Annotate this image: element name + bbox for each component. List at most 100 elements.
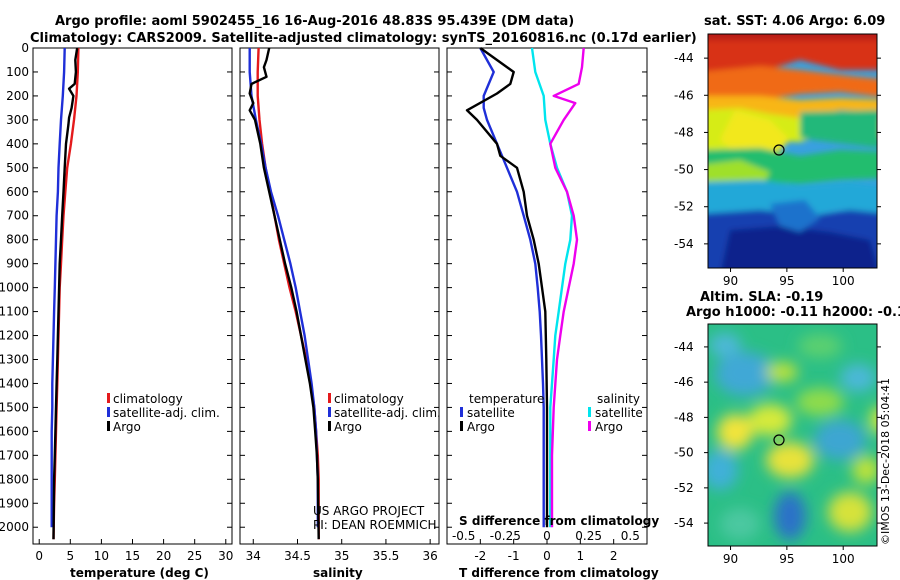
x-tick-label: 0 bbox=[543, 549, 551, 563]
legend-swatch-s-satellite bbox=[588, 407, 591, 417]
s-diff-tick-label: 0 bbox=[543, 529, 551, 543]
legend-argo: Argo bbox=[334, 420, 362, 434]
difference-series bbox=[465, 47, 585, 528]
x-tick-label: 35.5 bbox=[373, 549, 400, 563]
legend-t-satellite: satellite bbox=[467, 406, 515, 420]
salinity-x-ticks: 34 34.5 35 35.5 36 bbox=[246, 539, 438, 563]
legend-swatch-s-argo bbox=[588, 421, 591, 431]
us-argo-project-credit: US ARGO PROJECT bbox=[313, 504, 425, 518]
s-diff-tick-label: -0.5 bbox=[452, 529, 475, 543]
series-line-argo bbox=[248, 47, 320, 540]
depth-tick-label: 100 bbox=[6, 65, 29, 79]
lon-tick-label: 90 bbox=[723, 552, 738, 566]
lat-tick-label: -54 bbox=[674, 516, 694, 530]
lon-tick-label: 90 bbox=[723, 274, 738, 288]
lat-tick-label: -52 bbox=[674, 200, 694, 214]
x-tick-label: 30 bbox=[218, 549, 233, 563]
depth-tick-label: 200 bbox=[6, 89, 29, 103]
depth-tick-label: 700 bbox=[6, 209, 29, 223]
x-tick-label: 34.5 bbox=[284, 549, 311, 563]
lat-tick-label: -48 bbox=[674, 125, 694, 139]
temperature-axis-label: temperature (deg C) bbox=[70, 566, 209, 580]
legend-s-satellite: satellite bbox=[595, 406, 643, 420]
x-tick-label: 2 bbox=[610, 549, 618, 563]
x-tick-label: 20 bbox=[156, 549, 171, 563]
sst-map-title: sat. SST: 4.06 Argo: 6.09 bbox=[704, 14, 885, 29]
sst-argo-marker bbox=[773, 144, 785, 156]
s-diff-tick-label: -0.25 bbox=[490, 529, 521, 543]
lat-tick-label: -46 bbox=[674, 88, 694, 102]
legend-satellite-adj: satellite-adj. clim. bbox=[113, 406, 220, 420]
depth-tick-label: 0 bbox=[21, 41, 29, 55]
depth-tick-label: 800 bbox=[6, 233, 29, 247]
title-line-2: Climatology: CARS2009. Satellite-adjuste… bbox=[30, 31, 697, 46]
series-line-t-argo bbox=[465, 47, 549, 528]
legend-swatch-climatology bbox=[107, 393, 110, 403]
lon-tick-label: 95 bbox=[779, 552, 794, 566]
legend-salinity-title: salinity bbox=[597, 392, 640, 406]
series-line-satellite-adj-clim bbox=[50, 47, 66, 528]
sla-map-frame bbox=[707, 323, 878, 547]
series-line-t-satellite bbox=[479, 47, 545, 528]
lat-tick-label: -48 bbox=[674, 410, 694, 424]
x-tick-label: -2 bbox=[474, 549, 486, 563]
series-line-s-satellite bbox=[530, 47, 574, 528]
salinity-panel-frame bbox=[239, 47, 440, 545]
legend-climatology: climatology bbox=[113, 392, 183, 406]
lon-tick-label: 100 bbox=[832, 274, 855, 288]
salinity-series bbox=[248, 47, 320, 540]
series-line-climatology bbox=[256, 47, 320, 540]
depth-tick-label: 1900 bbox=[0, 496, 29, 510]
s-diff-axis-label: S difference from climatology bbox=[459, 514, 659, 528]
legend-swatch-t-satellite bbox=[460, 407, 463, 417]
sst-map-frame bbox=[707, 33, 878, 269]
x-tick-label: 5 bbox=[66, 549, 74, 563]
sst-map-axes: -44 -46 -48 -50 -52 -54 90 95 100 bbox=[674, 51, 881, 288]
depth-tick-label: 1400 bbox=[0, 376, 29, 390]
depth-tick-label: 900 bbox=[6, 257, 29, 271]
depth-tick-label: 1800 bbox=[0, 472, 29, 486]
x-tick-label: 34 bbox=[246, 549, 261, 563]
pi-credit: PI: DEAN ROEMMICH bbox=[313, 518, 436, 532]
lon-tick-label: 100 bbox=[832, 552, 855, 566]
lat-tick-label: -50 bbox=[674, 163, 694, 177]
legend-satellite-adj: satellite-adj. clim. bbox=[334, 406, 441, 420]
x-tick-label: 1 bbox=[577, 549, 585, 563]
sst-heatmap bbox=[708, 34, 877, 268]
sla-map-subtitle: Argo h1000: -0.11 h2000: -0.16 bbox=[686, 305, 900, 320]
depth-tick-label: 400 bbox=[6, 137, 29, 151]
depth-tick-label: 1200 bbox=[0, 329, 29, 343]
legend-s-argo: Argo bbox=[595, 420, 623, 434]
temperature-legend: climatology satellite-adj. clim. Argo bbox=[107, 392, 220, 434]
depth-tick-label: 1500 bbox=[0, 400, 29, 414]
lat-tick-label: -54 bbox=[674, 237, 694, 251]
sla-map-axes: -44 -46 -48 -50 -52 -54 90 95 100 bbox=[674, 340, 881, 566]
x-tick-label: 25 bbox=[187, 549, 202, 563]
legend-swatch-satellite bbox=[328, 407, 331, 417]
legend-swatch-argo bbox=[107, 421, 110, 431]
title-line-1: Argo profile: aoml 5902455_16 16-Aug-201… bbox=[55, 14, 574, 29]
depth-tick-label: 500 bbox=[6, 161, 29, 175]
legend-swatch-argo bbox=[328, 421, 331, 431]
depth-tick-label: 600 bbox=[6, 185, 29, 199]
legend-swatch-climatology bbox=[328, 393, 331, 403]
lat-tick-label: -50 bbox=[674, 446, 694, 460]
x-tick-label: -1 bbox=[508, 549, 520, 563]
s-diff-x-ticks: -0.5 -0.25 0 0.25 0.5 bbox=[452, 529, 640, 543]
sla-map-title: Altim. SLA: -0.19 bbox=[700, 290, 823, 305]
series-line-argo bbox=[52, 47, 79, 540]
lat-tick-label: -44 bbox=[674, 340, 694, 354]
lat-tick-label: -46 bbox=[674, 375, 694, 389]
x-tick-label: 0 bbox=[35, 549, 43, 563]
sla-argo-marker bbox=[773, 434, 785, 446]
sla-heatmap bbox=[708, 324, 877, 546]
legend-temperature-title: temperature bbox=[469, 392, 544, 406]
depth-tick-label: 1100 bbox=[0, 305, 29, 319]
depth-tick-label: 1700 bbox=[0, 448, 29, 462]
depth-tick-label: 1600 bbox=[0, 424, 29, 438]
legend-t-argo: Argo bbox=[467, 420, 495, 434]
depth-tick-label: 1000 bbox=[0, 281, 29, 295]
depth-tick-label: 1300 bbox=[0, 352, 29, 366]
legend-swatch-satellite bbox=[107, 407, 110, 417]
